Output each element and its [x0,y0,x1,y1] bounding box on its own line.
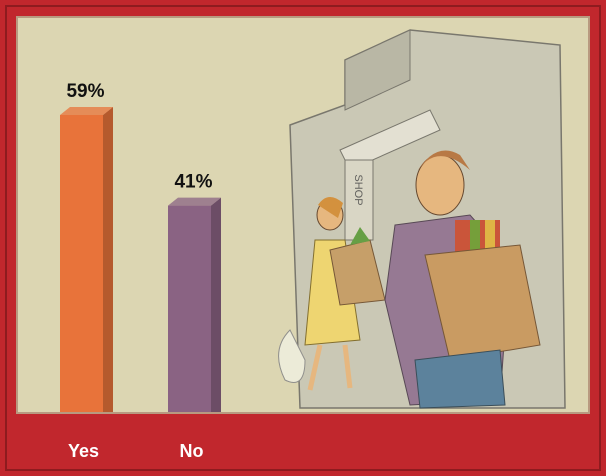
bar [168,197,221,412]
bar [60,107,113,412]
bar-front [60,115,103,412]
value-label: 41% [174,172,212,193]
bar-top [168,197,221,206]
svg-text:SHOP: SHOP [352,174,364,205]
bar-side [211,197,221,412]
bar-top [60,107,113,115]
x-tick-label: Yes [68,441,99,461]
value-label: 59% [66,81,104,102]
x-tick-label: No [180,441,204,461]
bar-front [168,205,211,412]
bar-side [103,107,113,412]
frame-edge [5,5,601,471]
shop-illustration: SHOP [278,29,566,409]
